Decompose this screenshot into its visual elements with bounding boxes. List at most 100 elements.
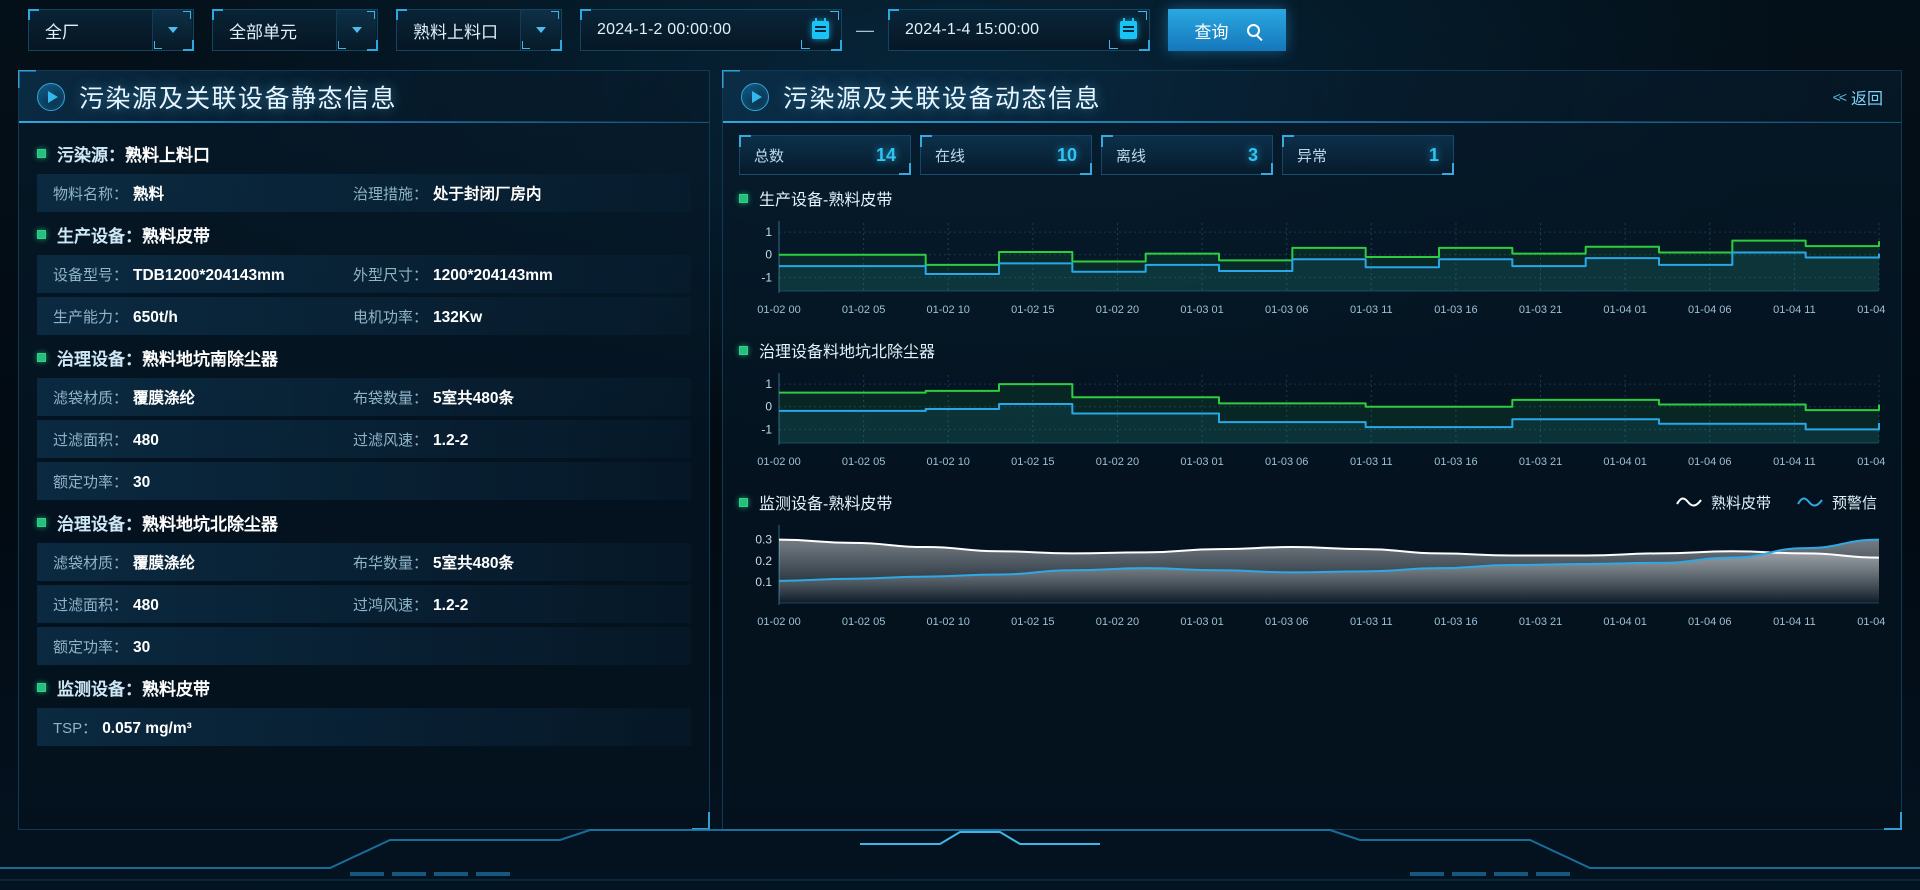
unit-select[interactable]: 全部单元: [212, 9, 378, 51]
group-value: 熟料皮带: [142, 226, 210, 246]
info-value: 覆膜涤纶: [133, 555, 196, 572]
info-cell: 过滤面积： 480: [53, 429, 353, 450]
info-cell: 物料名称： 熟料: [53, 182, 353, 204]
svg-text:-1: -1: [761, 270, 772, 284]
info-key: 物料名称：: [53, 186, 129, 203]
info-row: TSP： 0.057 mg/m³: [37, 708, 691, 746]
x-axis-tick-label: 01-02 15: [1011, 304, 1054, 316]
status-card[interactable]: 异常 1: [1282, 135, 1454, 175]
chevron-down-icon[interactable]: [336, 10, 376, 50]
info-cell: 布袋数量： 5室共480条: [353, 386, 514, 408]
status-card[interactable]: 在线 10: [920, 135, 1092, 175]
info-key: 生产能力：: [53, 308, 129, 326]
bullet-icon: [37, 229, 46, 239]
x-axis-tick-label: 01-02 10: [927, 616, 970, 628]
info-value: 0.057 mg/m³: [102, 719, 192, 737]
info-value: TDB1200*204143mm: [133, 266, 285, 284]
info-cell: TSP： 0.057 mg/m³: [53, 717, 353, 738]
svg-text:-1: -1: [761, 422, 772, 436]
chart-legend: 熟料皮带 预警信: [1676, 492, 1885, 513]
back-button-label: 返回: [1850, 90, 1883, 108]
group-value: 熟料上料口: [125, 145, 210, 165]
static-info-body: 污染源： 熟料上料口 物料名称： 熟料 治理措施： 处于封闭厂房内 生产设备： 熟料皮带 设备型…: [19, 123, 709, 829]
info-row: 过滤面积： 480 过滤风速： 1.2-2: [37, 420, 691, 458]
x-axis-tick-label: 01-04 01: [1603, 304, 1646, 316]
pollution-source-select[interactable]: 熟料上料口: [396, 9, 562, 51]
x-axis-tick-label: 01-02 10: [927, 304, 970, 316]
info-row: 滤袋材质： 覆膜涤纶 布华数量： 5室共480条: [37, 543, 691, 581]
chevron-down-icon[interactable]: [520, 10, 560, 50]
chart-plot: 1 0 -1 01-02 00 01-02 05 01-02 10 01-02 15 01-0…: [739, 213, 1887, 327]
dynamic-info-body: 总数 14 在线 10 离线 3 异常 1 生产设备-熟料皮带 1 0 -1 01-02 00 01-0…: [723, 123, 1901, 829]
back-button[interactable]: << 返回: [1833, 85, 1883, 109]
info-key: 布袋数量：: [353, 390, 429, 407]
svg-text:0: 0: [765, 400, 772, 414]
plant-select-value: 全厂: [45, 22, 79, 42]
bullet-icon: [37, 682, 46, 692]
x-axis-tick-label: 01-03 21: [1519, 456, 1562, 468]
group-label: 污染源：: [57, 145, 125, 165]
group-label: 生产设备：: [57, 226, 142, 246]
static-info-header: 污染源及关联设备静态信息: [19, 71, 709, 123]
group-header: 生产设备： 熟料皮带: [37, 217, 691, 251]
x-axis-tick-label: 01-04 11: [1773, 616, 1816, 628]
x-axis-tick-label: 01-02 10: [927, 456, 970, 468]
info-key: 额定功率：: [53, 638, 129, 656]
info-value: 480: [133, 431, 159, 449]
legend-item[interactable]: 熟料皮带: [1676, 492, 1771, 513]
x-axis-tick-label: 01-03 11: [1350, 616, 1393, 628]
svg-text:1: 1: [765, 225, 772, 239]
date-range-separator: —: [856, 19, 874, 40]
query-button[interactable]: 查询: [1168, 9, 1286, 51]
x-axis-tick-label: 01-02 15: [1011, 456, 1054, 468]
x-axis-tick-label: 01-02 05: [842, 616, 885, 628]
chart-block: 生产设备-熟料皮带 1 0 -1 01-02 00 01-02 05 01-02 10 01-…: [723, 183, 1901, 327]
end-date-input[interactable]: 2024-1-4 15:00:00: [888, 9, 1150, 51]
play-icon: [741, 82, 769, 111]
info-cell: 外型尺寸： 1200*204143mm: [353, 264, 553, 285]
info-cell: 过滤风速： 1.2-2: [353, 429, 468, 450]
filter-toolbar: 全厂 全部单元 熟料上料口 2024-1-2 00:00:00 — 2024-1…: [0, 0, 1920, 60]
x-axis-tick-label: 01-04 15: [1857, 456, 1887, 468]
x-axis-tick-label: 01-03 11: [1350, 304, 1393, 316]
svg-text:1: 1: [765, 377, 772, 391]
group-header: 治理设备： 熟料地坑北除尘器: [37, 505, 691, 539]
x-axis-tick-label: 01-03 01: [1180, 616, 1223, 628]
x-axis-tick-label: 01-02 00: [757, 304, 800, 316]
dynamic-info-header: 污染源及关联设备动态信息 << 返回: [723, 71, 1901, 123]
info-row: 物料名称： 熟料 治理措施： 处于封闭厂房内: [37, 174, 691, 212]
x-axis-tick-label: 01-03 21: [1519, 304, 1562, 316]
x-axis-tick-label: 01-04 11: [1773, 304, 1816, 316]
info-value: 650t/h: [133, 308, 178, 326]
x-axis-tick-label: 01-03 16: [1434, 304, 1477, 316]
plant-select[interactable]: 全厂: [28, 9, 194, 51]
svg-text:0.2: 0.2: [755, 554, 772, 568]
x-axis-tick-label: 01-04 15: [1857, 616, 1887, 628]
x-axis-tick-label: 01-03 06: [1265, 456, 1308, 468]
info-key: 电机功率：: [353, 308, 429, 326]
static-info-title: 污染源及关联设备静态信息: [79, 84, 398, 113]
chart-svg: 1 0 -1 01-02 00 01-02 05 01-02 10 01-02 15 01-0…: [757, 221, 1887, 316]
status-card-label: 异常: [1297, 147, 1328, 165]
calendar-icon[interactable]: [800, 10, 840, 50]
svg-text:0.1: 0.1: [755, 575, 772, 589]
x-axis-tick-label: 01-02 00: [757, 616, 800, 628]
info-cell: 额定功率： 30: [53, 636, 353, 657]
status-card[interactable]: 离线 3: [1101, 135, 1273, 175]
x-axis-tick-label: 01-04 06: [1688, 304, 1731, 316]
calendar-icon[interactable]: [1108, 10, 1148, 50]
status-card[interactable]: 总数 14: [739, 135, 911, 175]
group-header: 污染源： 熟料上料口: [37, 136, 691, 170]
legend-item[interactable]: 预警信: [1797, 492, 1877, 513]
play-icon: [37, 82, 65, 111]
chart-block: 监测设备-熟料皮带 熟料皮带 预警信 0.3 0.2 0.1 01-02 00 01-02 0…: [723, 487, 1901, 639]
x-axis-tick-label: 01-04 11: [1773, 456, 1816, 468]
start-date-input[interactable]: 2024-1-2 00:00:00: [580, 9, 842, 51]
chart-stack: 生产设备-熟料皮带 1 0 -1 01-02 00 01-02 05 01-02 10 01-…: [723, 183, 1901, 639]
info-key: 设备型号：: [53, 266, 129, 284]
group-value: 熟料皮带: [142, 679, 210, 699]
x-axis-tick-label: 01-02 05: [842, 304, 885, 316]
chevron-down-icon[interactable]: [152, 10, 192, 50]
pollution-source-select-value: 熟料上料口: [413, 22, 498, 42]
status-card-label: 离线: [1116, 147, 1147, 165]
